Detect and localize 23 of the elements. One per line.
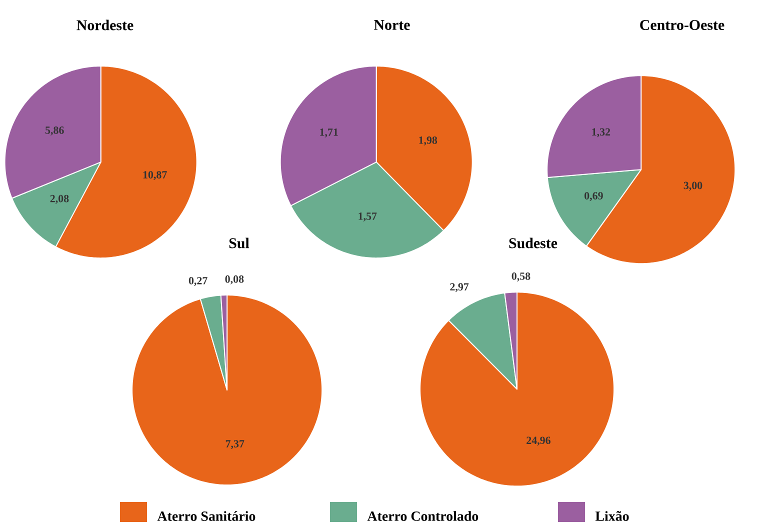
data-label: 0,08: [225, 275, 244, 284]
data-label: 0,58: [512, 272, 530, 282]
data-label: 2,97: [450, 283, 469, 292]
data-label: 3,00: [684, 182, 702, 191]
data-label: 7,37: [226, 440, 244, 450]
data-label: 5,86: [45, 126, 64, 136]
data-label: 0,27: [188, 276, 208, 286]
chart-title: Sul: [229, 238, 250, 248]
legend-label: Aterro Sanitário: [157, 511, 256, 521]
chart-title: Sudeste: [509, 238, 558, 248]
legend-label: Aterro Controlado: [367, 511, 478, 521]
chart-title: Norte: [374, 20, 410, 30]
data-label: 1,71: [320, 128, 338, 138]
data-label: 0,69: [584, 192, 603, 202]
data-label: 10,87: [143, 171, 167, 180]
data-label: 1,57: [358, 212, 377, 222]
data-label: 24,96: [526, 436, 550, 446]
chart-title: Nordeste: [76, 20, 134, 30]
data-label: 1,98: [419, 136, 438, 146]
chart-title: Centro-Oeste: [640, 20, 724, 30]
legend-label: Lixão: [595, 511, 629, 521]
data-label: 2,08: [50, 194, 69, 204]
data-label: 1,32: [592, 128, 610, 138]
